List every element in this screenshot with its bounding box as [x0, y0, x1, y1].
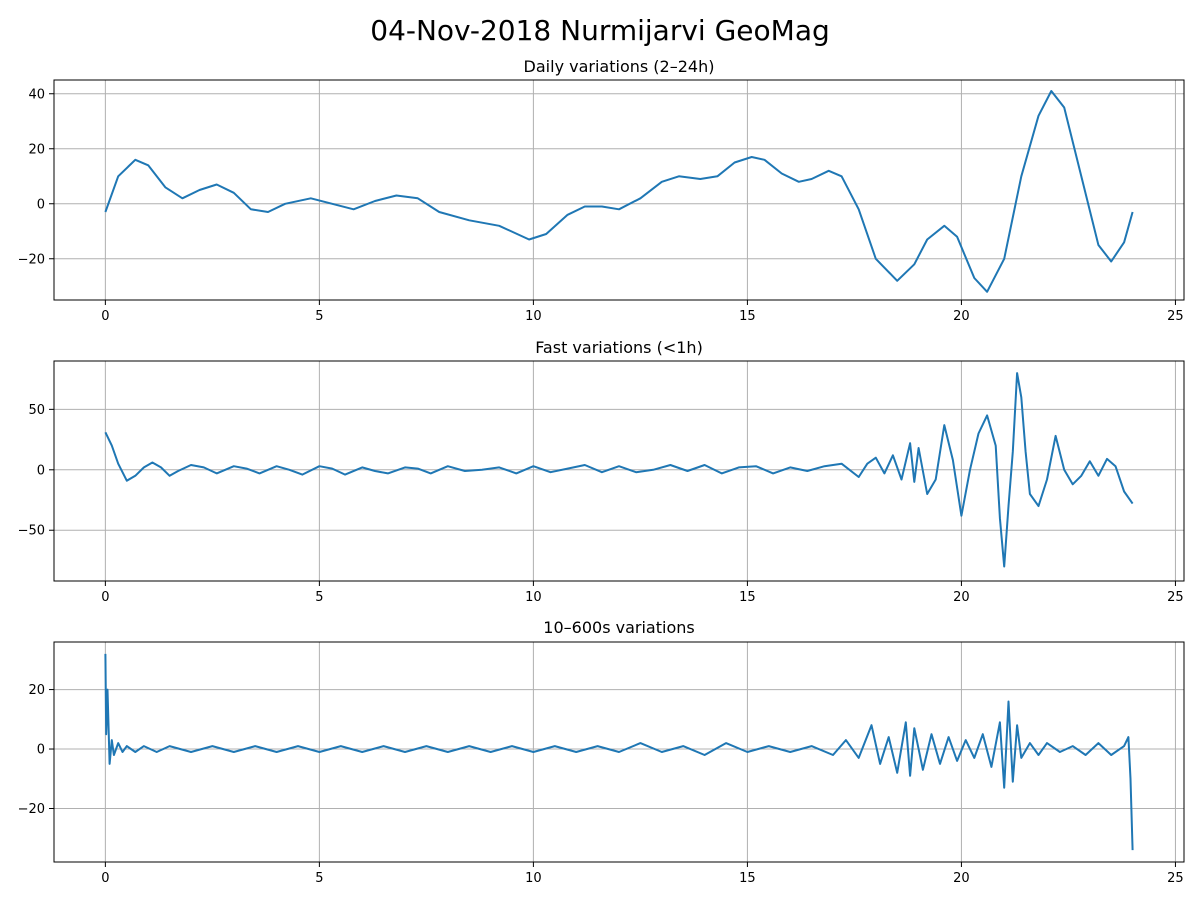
x-tick-label: 5	[315, 309, 323, 324]
series-line	[104, 653, 1134, 851]
series-line	[104, 372, 1134, 568]
x-tick-label: 15	[739, 309, 756, 324]
series-line	[104, 90, 1134, 293]
subplot-title: Daily variations (2–24h)	[524, 57, 715, 76]
y-tick-label: 20	[28, 142, 45, 157]
x-tick-label: 0	[101, 309, 109, 324]
y-tick-label: −20	[18, 252, 45, 267]
x-tick-label: 25	[1167, 590, 1184, 605]
y-tick-label: 0	[37, 463, 45, 478]
subplot-daily: Daily variations (2–24h) 0 5 10 15 20 25 −20 0 2…	[18, 57, 1185, 324]
axes-frame	[53, 641, 1185, 863]
x-tick-label: 10	[525, 309, 542, 324]
x-tick-label: 5	[315, 871, 323, 886]
y-tick-label: 20	[28, 683, 45, 698]
figure-title: 04-Nov-2018 Nurmijarvi GeoMag	[370, 14, 830, 47]
x-tick-label: 20	[953, 590, 970, 605]
y-tick-label: 0	[37, 743, 45, 758]
x-tick-label: 15	[739, 590, 756, 605]
axes-frame	[53, 79, 1185, 301]
subplot-title: Fast variations (<1h)	[535, 338, 703, 357]
subplot-fast: Fast variations (<1h) 0 5 10 15 20 25 −50 0 50	[18, 338, 1185, 605]
y-tick-label: −50	[18, 524, 45, 539]
x-tick-label: 5	[315, 590, 323, 605]
x-tick-label: 25	[1167, 871, 1184, 886]
x-tick-label: 25	[1167, 309, 1184, 324]
subplot-short-period: 10–600s variations 0 5 10 15 20 25 −20 0 20	[18, 618, 1185, 886]
x-tick-label: 0	[101, 871, 109, 886]
x-tick-label: 20	[953, 309, 970, 324]
x-tick-label: 15	[739, 871, 756, 886]
x-tick-label: 0	[101, 590, 109, 605]
x-tick-label: 10	[525, 871, 542, 886]
subplot-title: 10–600s variations	[543, 618, 694, 637]
x-tick-label: 10	[525, 590, 542, 605]
y-tick-label: 40	[28, 87, 45, 102]
y-tick-label: 0	[37, 197, 45, 212]
x-tick-label: 20	[953, 871, 970, 886]
y-tick-label: −20	[18, 802, 45, 817]
axes-frame	[53, 360, 1185, 582]
y-tick-label: 50	[28, 403, 45, 418]
